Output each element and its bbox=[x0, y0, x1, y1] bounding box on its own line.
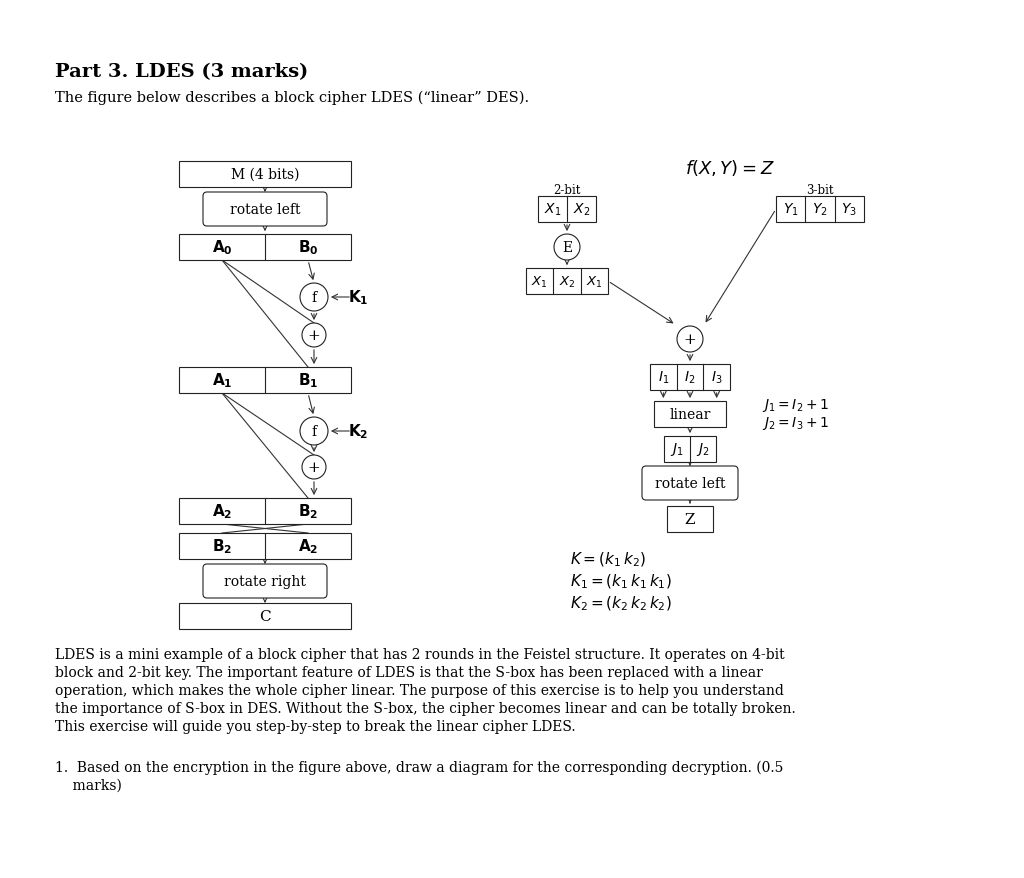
Bar bbox=[654, 401, 726, 428]
Text: $I_1$: $I_1$ bbox=[657, 370, 669, 385]
Text: This exercise will guide you step-by-step to break the linear cipher LDES.: This exercise will guide you step-by-ste… bbox=[55, 719, 575, 733]
Text: $\mathbf{B_2}$: $\mathbf{B_2}$ bbox=[212, 537, 232, 556]
Text: $K_2 = (k_2\,k_2\,k_2)$: $K_2 = (k_2\,k_2\,k_2)$ bbox=[570, 594, 672, 613]
Text: $X_2$: $X_2$ bbox=[559, 274, 575, 289]
Bar bbox=[526, 269, 608, 295]
Bar bbox=[179, 368, 351, 393]
Text: $I_3$: $I_3$ bbox=[711, 370, 722, 385]
Text: The figure below describes a block cipher LDES (“linear” DES).: The figure below describes a block ciphe… bbox=[55, 90, 529, 105]
Text: $Y_3$: $Y_3$ bbox=[842, 202, 857, 218]
Text: $X_1$: $X_1$ bbox=[531, 274, 548, 289]
Text: $\mathbf{B_1}$: $\mathbf{B_1}$ bbox=[298, 371, 318, 390]
Text: $\mathbf{K_1}$: $\mathbf{K_1}$ bbox=[348, 288, 369, 307]
Text: $Y_2$: $Y_2$ bbox=[812, 202, 827, 218]
Text: block and 2-bit key. The important feature of LDES is that the S-box has been re: block and 2-bit key. The important featu… bbox=[55, 666, 763, 680]
FancyBboxPatch shape bbox=[642, 466, 738, 500]
Text: E: E bbox=[562, 241, 572, 255]
Bar bbox=[179, 162, 351, 188]
Text: $J_1 = I_2 +1$: $J_1 = I_2 +1$ bbox=[762, 397, 829, 414]
Text: $X_2$: $X_2$ bbox=[572, 202, 590, 218]
Text: 3-bit: 3-bit bbox=[806, 184, 834, 197]
Bar bbox=[179, 534, 351, 559]
Bar bbox=[776, 197, 864, 223]
Text: $K = (k_1\,k_2)$: $K = (k_1\,k_2)$ bbox=[570, 551, 646, 569]
Text: $\mathbf{B_2}$: $\mathbf{B_2}$ bbox=[298, 502, 318, 521]
Text: rotate right: rotate right bbox=[224, 574, 306, 588]
Text: Z: Z bbox=[685, 513, 695, 527]
Circle shape bbox=[302, 456, 326, 479]
Text: $J_2$: $J_2$ bbox=[696, 441, 710, 458]
Text: the importance of S-box in DES. Without the S-box, the cipher becomes linear and: the importance of S-box in DES. Without … bbox=[55, 702, 796, 716]
Circle shape bbox=[300, 284, 328, 312]
Bar bbox=[179, 499, 351, 524]
FancyBboxPatch shape bbox=[203, 565, 327, 598]
Circle shape bbox=[302, 324, 326, 348]
Text: operation, which makes the whole cipher linear. The purpose of this exercise is : operation, which makes the whole cipher … bbox=[55, 683, 784, 697]
Text: marks): marks) bbox=[55, 778, 122, 792]
Text: C: C bbox=[259, 609, 270, 623]
Text: LDES is a mini example of a block cipher that has 2 rounds in the Feistel struct: LDES is a mini example of a block cipher… bbox=[55, 647, 784, 661]
Text: $\mathbf{A_1}$: $\mathbf{A_1}$ bbox=[212, 371, 232, 390]
Text: $\mathbf{A_2}$: $\mathbf{A_2}$ bbox=[212, 502, 232, 521]
Text: $X_1$: $X_1$ bbox=[544, 202, 561, 218]
Text: rotate left: rotate left bbox=[229, 203, 300, 217]
Text: f: f bbox=[311, 425, 316, 438]
Text: 1.  Based on the encryption in the figure above, draw a diagram for the correspo: 1. Based on the encryption in the figure… bbox=[55, 760, 783, 774]
Circle shape bbox=[677, 327, 703, 353]
Circle shape bbox=[300, 418, 328, 445]
Text: $\mathbf{B_0}$: $\mathbf{B_0}$ bbox=[298, 239, 318, 257]
Text: $\mathbf{A_2}$: $\mathbf{A_2}$ bbox=[298, 537, 318, 556]
Text: $I_2$: $I_2$ bbox=[684, 370, 695, 385]
Text: linear: linear bbox=[670, 407, 711, 421]
Text: $Y_1$: $Y_1$ bbox=[782, 202, 799, 218]
Text: $X_1$: $X_1$ bbox=[586, 274, 603, 289]
Text: $\mathbf{K_2}$: $\mathbf{K_2}$ bbox=[348, 422, 369, 441]
Text: $J_1$: $J_1$ bbox=[670, 441, 684, 458]
Bar bbox=[667, 507, 713, 532]
Text: +: + bbox=[684, 333, 696, 347]
Text: f: f bbox=[311, 291, 316, 305]
Text: +: + bbox=[307, 328, 321, 342]
Bar bbox=[179, 234, 351, 261]
Text: M (4 bits): M (4 bits) bbox=[230, 168, 299, 182]
Bar bbox=[650, 364, 730, 391]
Text: $K_1 = (k_1\,k_1\,k_1)$: $K_1 = (k_1\,k_1\,k_1)$ bbox=[570, 572, 672, 591]
Bar bbox=[179, 603, 351, 630]
Text: Part 3. LDES (3 marks): Part 3. LDES (3 marks) bbox=[55, 63, 308, 81]
Bar bbox=[664, 436, 716, 463]
Text: $\mathbf{A_0}$: $\mathbf{A_0}$ bbox=[212, 239, 232, 257]
Text: rotate left: rotate left bbox=[654, 477, 725, 491]
Text: $f(X,Y) = Z$: $f(X,Y) = Z$ bbox=[685, 158, 775, 178]
Bar bbox=[538, 197, 596, 223]
Circle shape bbox=[554, 234, 580, 261]
Text: 2-bit: 2-bit bbox=[553, 184, 581, 197]
Text: $J_2 = I_3 +1$: $J_2 = I_3 +1$ bbox=[762, 415, 829, 432]
Text: +: + bbox=[307, 460, 321, 474]
FancyBboxPatch shape bbox=[203, 193, 327, 227]
